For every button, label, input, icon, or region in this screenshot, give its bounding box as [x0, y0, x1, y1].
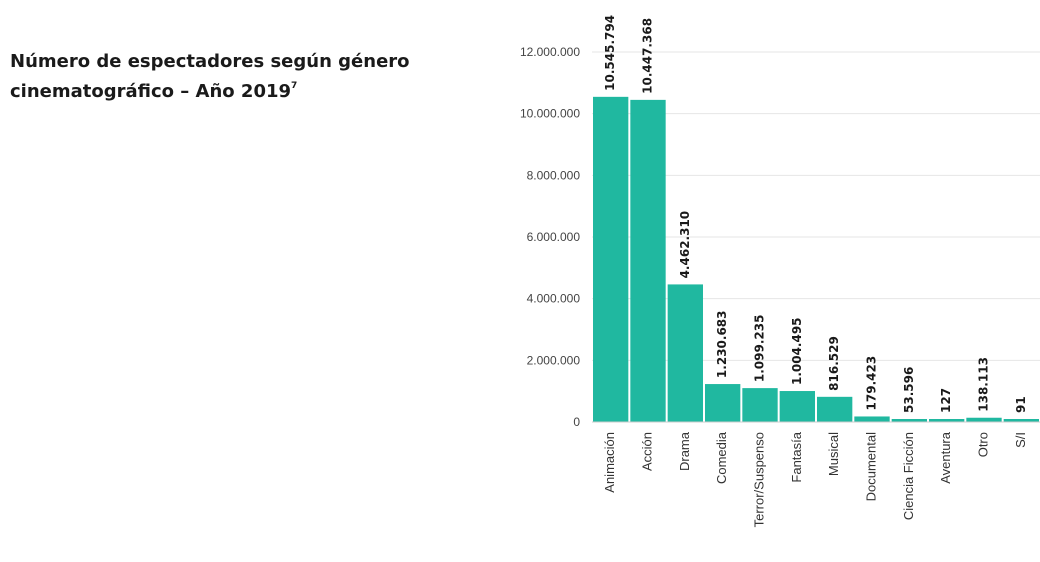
x-tick-label: Animación [602, 432, 617, 493]
y-tick-label: 2.000.000 [527, 353, 581, 367]
bar [780, 391, 815, 422]
x-tick-label: Documental [863, 432, 878, 501]
y-tick-label: 12.000.000 [520, 45, 580, 59]
data-label: 10.545.794 [603, 15, 617, 91]
x-tick-label: S/I [1013, 432, 1028, 448]
y-tick-label: 0 [573, 415, 580, 429]
y-tick-label: 8.000.000 [527, 168, 581, 182]
data-label: 816.529 [827, 336, 841, 391]
x-tick-label: Musical [826, 432, 841, 476]
data-label: 91 [1014, 396, 1028, 413]
x-tick-label: Otro [975, 432, 990, 457]
x-tick-label: Comedia [714, 431, 729, 484]
bar [742, 388, 777, 422]
data-label: 10.447.368 [641, 18, 655, 94]
data-label: 4.462.310 [678, 211, 692, 279]
x-tick-label: Ciencia Ficción [901, 432, 916, 520]
data-label: 138.113 [977, 357, 991, 412]
x-tick-label: Fantasía [789, 431, 804, 482]
bar [630, 100, 665, 422]
y-tick-label: 10.000.000 [520, 107, 580, 121]
data-label: 1.230.683 [715, 310, 729, 378]
bar [854, 416, 889, 422]
x-tick-label: Terror/Suspenso [751, 432, 766, 527]
bar [593, 97, 628, 422]
bar [817, 397, 852, 422]
x-tick-label: Drama [677, 431, 692, 471]
x-tick-label: Acción [639, 432, 654, 471]
bar [966, 418, 1001, 422]
data-label: 127 [939, 388, 953, 413]
bar [668, 284, 703, 422]
data-label: 179.423 [865, 356, 879, 411]
y-tick-label: 4.000.000 [527, 292, 581, 306]
data-label: 1.099.235 [753, 315, 767, 383]
y-tick-label: 6.000.000 [527, 230, 581, 244]
data-label: 1.004.495 [790, 317, 804, 385]
data-label: 53.596 [902, 367, 916, 413]
x-tick-label: Aventura [938, 431, 953, 484]
bar [705, 384, 740, 422]
